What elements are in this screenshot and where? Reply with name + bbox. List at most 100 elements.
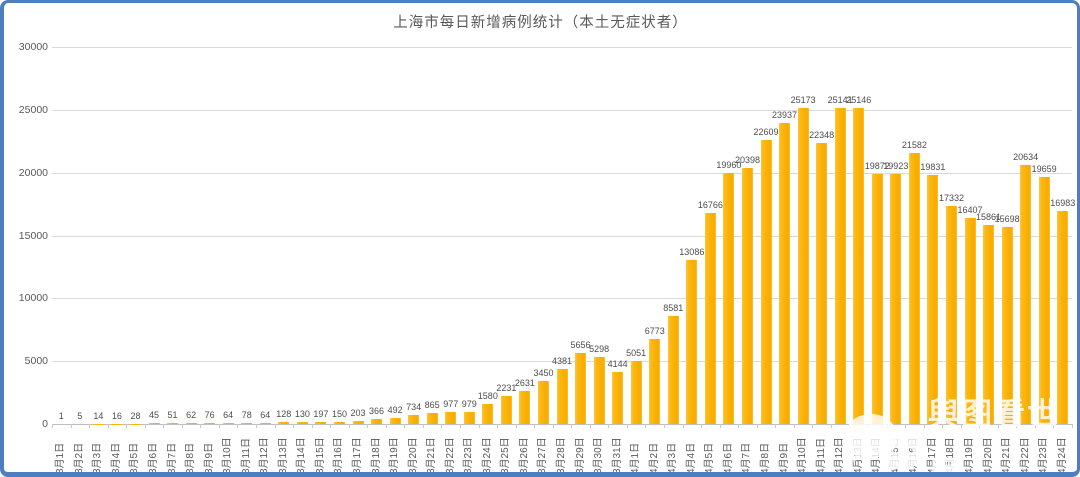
x-tick-label: 3月22日 bbox=[444, 437, 456, 474]
x-axis-tick bbox=[107, 424, 109, 428]
x-tick-label: 3月14日 bbox=[296, 437, 308, 474]
x-axis-tick bbox=[515, 424, 517, 428]
x-tick-label: 3月29日 bbox=[574, 437, 586, 474]
gridline bbox=[52, 47, 1072, 48]
x-axis-tick bbox=[460, 424, 461, 428]
y-tick-label: 0 bbox=[42, 418, 48, 430]
bar-value-label: 23937 bbox=[772, 110, 798, 121]
bar bbox=[593, 357, 605, 424]
x-tick-label: 4月16日 bbox=[908, 437, 920, 474]
bar bbox=[389, 417, 401, 424]
x-axis-tick bbox=[905, 424, 907, 428]
bar bbox=[853, 108, 865, 424]
x-tick-label: 3月24日 bbox=[481, 437, 493, 474]
x-tick-label: 4月3日 bbox=[667, 442, 679, 474]
x-axis-tick bbox=[293, 424, 295, 428]
bar bbox=[760, 139, 772, 424]
x-axis-tick bbox=[756, 424, 758, 428]
bar bbox=[1020, 164, 1032, 424]
x-tick-label: 3月15日 bbox=[314, 437, 326, 474]
bar-value-label: 4381 bbox=[551, 355, 573, 366]
x-axis-tick bbox=[478, 424, 480, 428]
x-tick-label: 4月8日 bbox=[760, 442, 771, 474]
bar bbox=[890, 173, 902, 424]
bar-value-label: 76 bbox=[204, 410, 215, 421]
x-axis-tick bbox=[144, 424, 146, 428]
bar bbox=[704, 213, 716, 424]
x-tick-label: 4月13日 bbox=[852, 437, 864, 474]
gridline bbox=[52, 235, 1072, 237]
bar-value-label: 22609 bbox=[753, 126, 779, 137]
bar-value-label: 4144 bbox=[607, 358, 628, 369]
bar bbox=[185, 423, 197, 424]
x-axis-tick bbox=[70, 424, 72, 428]
bar bbox=[500, 395, 512, 424]
x-axis-tick bbox=[942, 424, 944, 428]
x-axis-tick bbox=[218, 424, 220, 428]
x-axis-tick bbox=[719, 424, 721, 428]
y-tick-label: 15000 bbox=[18, 229, 48, 242]
x-axis-tick bbox=[1053, 424, 1055, 428]
x-tick-label: 3月27日 bbox=[537, 437, 549, 474]
bar bbox=[333, 422, 345, 424]
x-axis-tick bbox=[552, 424, 554, 428]
bar-value-label: 128 bbox=[276, 409, 292, 420]
bar bbox=[408, 414, 420, 424]
y-tick-label: 30000 bbox=[18, 41, 48, 53]
chart-title: 上海市每日新增病例统计（本土无症状者） bbox=[393, 15, 688, 31]
bar bbox=[816, 143, 828, 424]
bar-value-label: 19831 bbox=[920, 161, 946, 172]
bar-value-label: 197 bbox=[313, 408, 329, 419]
y-tick-label: 20000 bbox=[18, 166, 48, 179]
bar-value-label: 5051 bbox=[626, 347, 647, 358]
bar-value-label: 6773 bbox=[644, 325, 665, 336]
bar-value-label: 15861 bbox=[976, 211, 1002, 222]
x-axis-tick bbox=[256, 424, 257, 428]
x-tick-label: 3月19日 bbox=[389, 437, 401, 474]
bar bbox=[1038, 176, 1050, 424]
bar-value-label: 150 bbox=[331, 409, 347, 420]
x-tick-label: 4月4日 bbox=[685, 442, 697, 474]
x-axis-tick bbox=[701, 424, 703, 428]
x-axis-tick bbox=[571, 424, 573, 428]
x-tick-label: 4月6日 bbox=[722, 442, 734, 474]
x-tick-label: 3月2日 bbox=[73, 442, 85, 474]
x-axis-tick bbox=[812, 424, 814, 428]
x-tick-label: 3月5日 bbox=[129, 442, 141, 474]
bar-value-label: 16 bbox=[111, 410, 122, 421]
x-tick-label: 4月2日 bbox=[648, 442, 660, 474]
bar-value-label: 28 bbox=[130, 410, 141, 421]
bar bbox=[259, 423, 271, 424]
bar bbox=[723, 173, 735, 424]
x-tick-label: 3月28日 bbox=[556, 437, 567, 474]
x-axis-tick bbox=[830, 424, 832, 428]
x-tick-label: 4月14日 bbox=[871, 437, 883, 474]
x-axis-tick bbox=[330, 424, 332, 428]
bar-value-label: 14 bbox=[93, 410, 104, 421]
x-tick-label: 4月23日 bbox=[1038, 437, 1050, 474]
bar bbox=[575, 352, 587, 424]
x-tick-label: 4月17日 bbox=[926, 437, 938, 474]
bar-value-label: 366 bbox=[369, 406, 385, 417]
bar-value-label: 15698 bbox=[994, 213, 1020, 224]
x-axis-tick bbox=[979, 424, 981, 428]
bar-value-label: 20634 bbox=[1013, 151, 1039, 162]
bar-value-label: 5 bbox=[77, 410, 83, 421]
x-axis-tick bbox=[589, 424, 591, 428]
x-axis-tick bbox=[367, 424, 369, 428]
x-tick-label: 3月3日 bbox=[92, 442, 104, 474]
x-axis-tick bbox=[868, 424, 869, 428]
x-tick-label: 3月11日 bbox=[240, 438, 252, 474]
gridline bbox=[52, 109, 1072, 111]
bar-value-label: 19872 bbox=[864, 161, 890, 172]
x-tick-label: 3月10日 bbox=[222, 437, 234, 474]
x-axis-tick bbox=[181, 424, 183, 428]
x-axis-tick bbox=[311, 424, 313, 428]
x-axis-tick bbox=[200, 424, 202, 428]
x-tick-label: 3月25日 bbox=[500, 437, 512, 474]
bar bbox=[983, 224, 995, 424]
bar-value-label: 19960 bbox=[716, 160, 742, 171]
x-tick-label: 3月26日 bbox=[518, 437, 530, 474]
gridline bbox=[52, 298, 1072, 300]
bar bbox=[945, 206, 957, 424]
